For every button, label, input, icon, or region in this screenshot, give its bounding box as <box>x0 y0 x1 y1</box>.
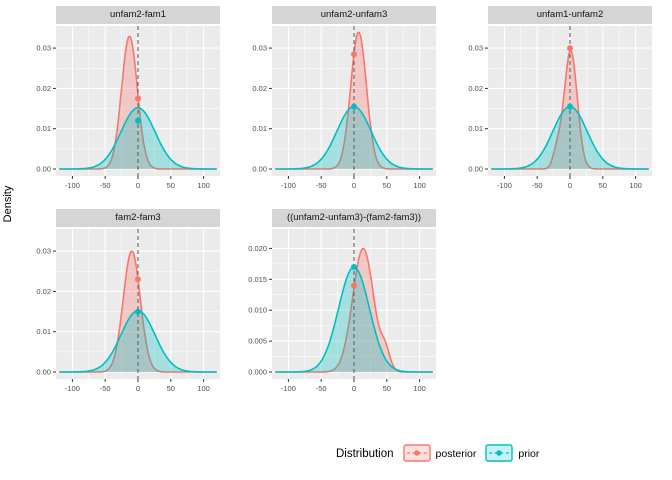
y-tick-label: 0.010 <box>248 306 267 315</box>
y-tick-label: 0.03 <box>468 44 483 53</box>
x-tick-label: 100 <box>629 181 642 190</box>
legend-label-prior: prior <box>518 447 540 460</box>
y-tick-label: 0.00 <box>36 368 51 377</box>
legend-swatch-posterior <box>402 444 432 463</box>
y-tick-label: 0.03 <box>252 44 267 53</box>
panel-plot: -100 -50 0 50 100 0.00 0.01 0.02 0.03 <box>36 229 220 393</box>
x-tick-label: 100 <box>197 384 210 393</box>
density-at-zero-point-prior <box>135 117 141 124</box>
facet-grid: unfam2-fam1 -100 -50 0 50 100 0.00 0.01 0.02 0.03… <box>20 6 658 404</box>
x-tick-label: -50 <box>316 181 327 190</box>
density-area-prior <box>491 106 649 169</box>
facet-panel: unfam2-fam1 -100 -50 0 50 100 0.00 0.01 0.02 0.03 <box>20 6 226 201</box>
facet-panel: unfam2-unfam3 -100 -50 0 50 100 0.00 0.01 0.02 0.… <box>236 6 442 201</box>
facet-panel: unfam1-unfam2 -100 -50 0 50 100 0.00 0.01 0.02 0.… <box>452 6 658 201</box>
x-tick-label: 50 <box>383 181 391 190</box>
density-area-posterior <box>275 248 433 372</box>
facet-strip-title: unfam2-fam1 <box>56 6 220 24</box>
x-tick-label: 50 <box>167 384 175 393</box>
y-tick-label: 0.00 <box>36 165 51 174</box>
facet-strip-title: ((unfam2-unfam3)-(fam2-fam3)) <box>272 209 436 227</box>
facet-row-1: unfam2-fam1 -100 -50 0 50 100 0.00 0.01 0.02 0.03… <box>20 6 658 201</box>
y-tick-label: 0.02 <box>468 84 483 93</box>
y-tick-label: 0.03 <box>36 247 51 256</box>
facet-panel: fam2-fam3 -100 -50 0 50 100 0.00 0.01 0.02 0.03 <box>20 209 226 404</box>
y-tick-label: 0.02 <box>252 84 267 93</box>
facet-row-2: fam2-fam3 -100 -50 0 50 100 0.00 0.01 0.02 0.03 ((… <box>20 209 658 404</box>
x-tick-label: -50 <box>100 384 111 393</box>
x-tick-label: -100 <box>65 384 80 393</box>
legend-label-posterior: posterior <box>435 447 477 460</box>
x-tick-label: 0 <box>136 181 140 190</box>
y-tick-label: 0.03 <box>36 44 51 53</box>
legend-key-prior: prior <box>485 444 539 463</box>
x-tick-label: -50 <box>316 384 327 393</box>
x-tick-label: 0 <box>352 384 356 393</box>
density-area-posterior <box>491 50 649 170</box>
legend-key-posterior: posterior <box>402 444 477 463</box>
legend-title: Distribution <box>336 447 394 460</box>
x-tick-label: -100 <box>497 181 512 190</box>
facet-strip-title: unfam2-unfam3 <box>272 6 436 24</box>
x-tick-label: 0 <box>136 384 140 393</box>
facet-strip-title: fam2-fam3 <box>56 209 220 227</box>
x-tick-label: 100 <box>413 181 426 190</box>
panel-plot: -100 -50 0 50 100 0.000 0.005 0.010 0.015 0.020 <box>248 229 436 393</box>
x-tick-label: -100 <box>281 181 296 190</box>
y-tick-label: 0.020 <box>248 244 267 253</box>
panel-plot: -100 -50 0 50 100 0.00 0.01 0.02 0.03 <box>468 26 652 190</box>
facet-strip-title: unfam1-unfam2 <box>488 6 652 24</box>
x-tick-label: 50 <box>167 181 175 190</box>
density-at-zero-point-prior <box>135 308 141 315</box>
x-tick-label: 50 <box>383 384 391 393</box>
y-tick-label: 0.01 <box>36 124 51 133</box>
x-tick-label: -50 <box>100 181 111 190</box>
x-tick-label: -50 <box>532 181 543 190</box>
legend-swatch-prior <box>485 444 514 463</box>
y-tick-label: 0.02 <box>36 84 51 93</box>
density-at-zero-point-posterior <box>351 51 357 58</box>
y-tick-label: 0.01 <box>252 124 267 133</box>
y-tick-label: 0.015 <box>248 275 267 284</box>
density-area-posterior <box>275 32 433 169</box>
density-at-zero-point-prior <box>351 264 357 270</box>
panel-plot: -100 -50 0 50 100 0.00 0.01 0.02 0.03 <box>252 26 436 190</box>
x-tick-label: -100 <box>65 181 80 190</box>
x-tick-label: 50 <box>599 181 607 190</box>
y-tick-label: 0.000 <box>248 368 267 377</box>
density-at-zero-point-posterior <box>567 45 573 52</box>
x-tick-label: 0 <box>568 181 572 190</box>
y-axis-title: Density <box>2 185 14 223</box>
density-at-zero-point-prior <box>567 103 573 110</box>
density-at-zero-point-prior <box>351 103 357 110</box>
y-tick-label: 0.00 <box>252 165 267 174</box>
density-at-zero-point-posterior <box>135 276 141 283</box>
facet-panel: ((unfam2-unfam3)-(fam2-fam3)) -100 -50 0 50 1… <box>236 209 442 404</box>
y-tick-label: 0.01 <box>36 327 51 336</box>
x-tick-label: 0 <box>352 181 356 190</box>
legend: Distribution posterior prior <box>336 444 539 463</box>
density-line-prior <box>59 107 217 170</box>
y-tick-label: 0.01 <box>468 124 483 133</box>
legend-key-icon <box>485 444 514 462</box>
x-tick-label: 100 <box>197 181 210 190</box>
y-tick-label: 0.02 <box>36 287 51 296</box>
x-tick-label: 100 <box>413 384 426 393</box>
density-at-zero-point-posterior <box>351 282 357 289</box>
legend-key-icon <box>402 444 431 462</box>
density-at-zero-point-posterior <box>135 95 141 102</box>
density-area-prior <box>275 267 433 372</box>
panel-plot: -100 -50 0 50 100 0.00 0.01 0.02 0.03 <box>36 26 220 190</box>
y-tick-label: 0.005 <box>248 337 267 346</box>
density-area-prior <box>275 106 433 169</box>
x-tick-label: -100 <box>281 384 296 393</box>
y-tick-label: 0.00 <box>468 165 483 174</box>
